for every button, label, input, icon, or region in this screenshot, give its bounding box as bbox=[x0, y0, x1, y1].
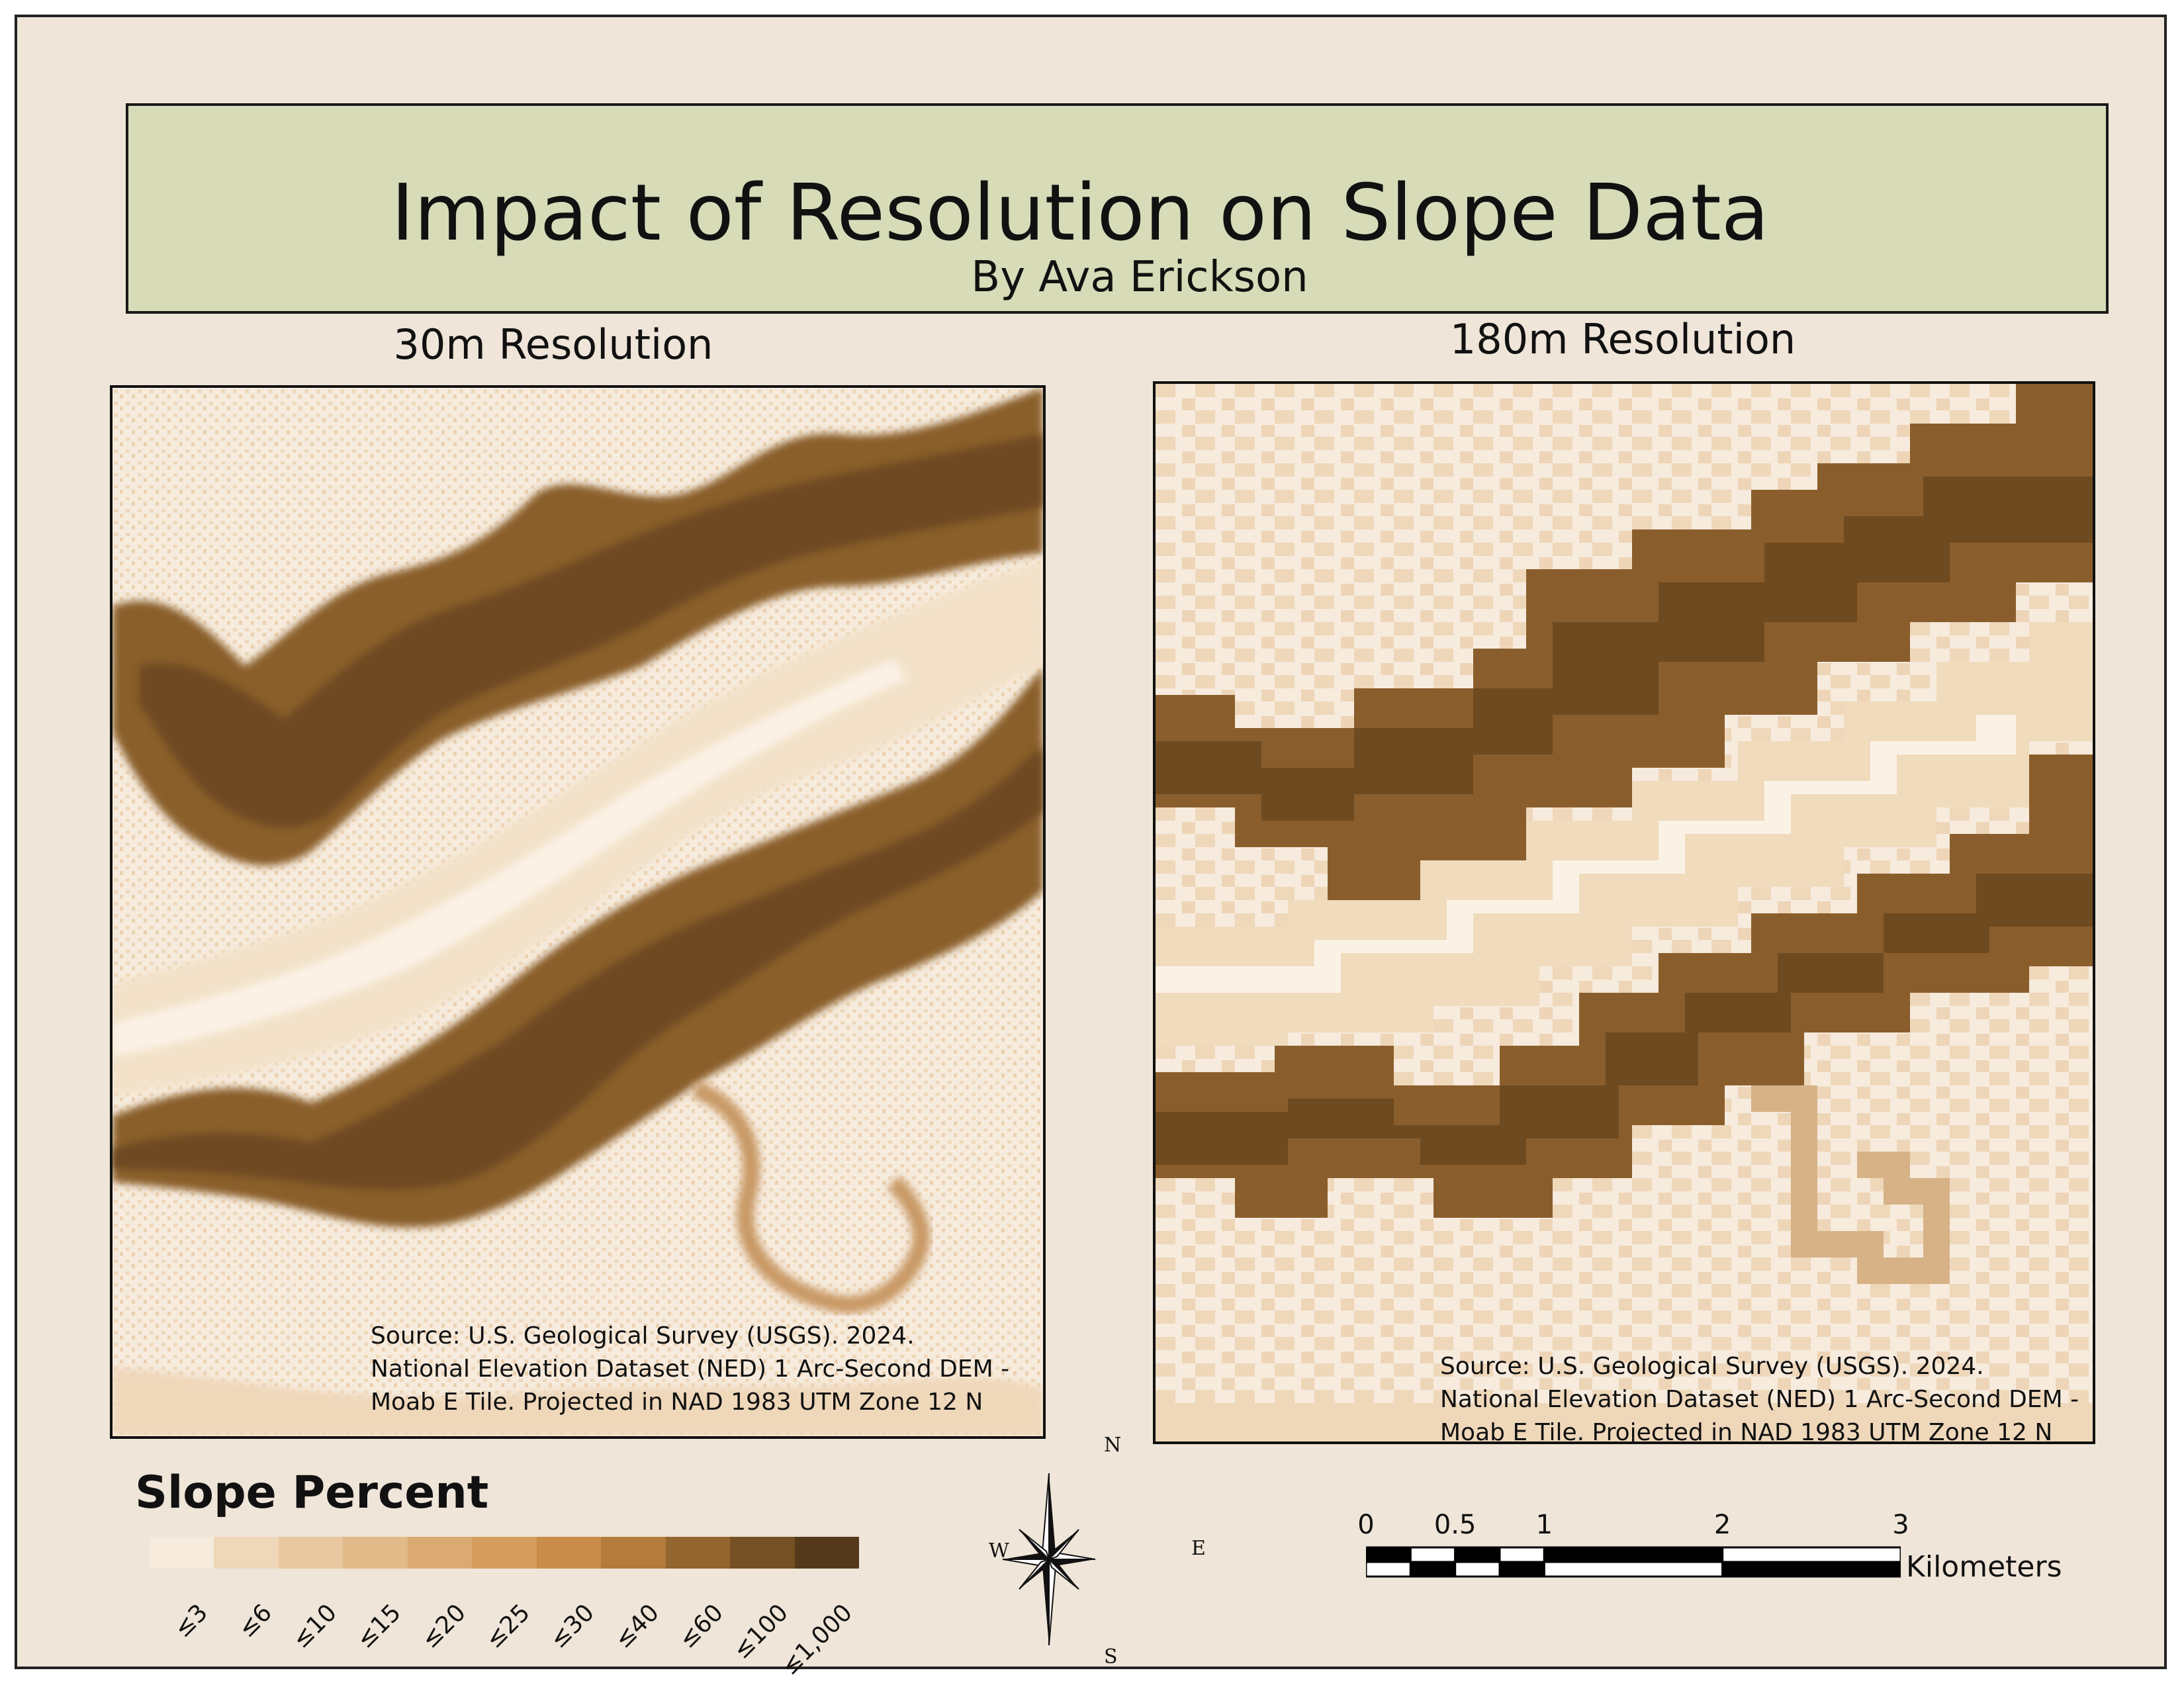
scale-segment bbox=[1498, 1561, 1545, 1578]
source-citation-180m: Source: U.S. Geological Survey (USGS). 2… bbox=[1440, 1350, 2079, 1444]
compass-west-label: W bbox=[989, 1539, 1009, 1563]
compass-east-label: E bbox=[1191, 1537, 1206, 1560]
legend-swatch bbox=[343, 1537, 408, 1569]
scale-tick-label: 1 bbox=[1535, 1510, 1553, 1540]
scale-tick-label: 3 bbox=[1892, 1510, 1909, 1540]
compass-north-label: N bbox=[1104, 1434, 1122, 1457]
scale-segment bbox=[1366, 1546, 1412, 1563]
legend-swatch bbox=[150, 1537, 214, 1569]
scale-bar-unit: Kilometers bbox=[1906, 1550, 2062, 1584]
scale-bar bbox=[1366, 1546, 1901, 1578]
source-line: National Elevation Dataset (NED) 1 Arc-S… bbox=[371, 1355, 1010, 1383]
legend-swatch bbox=[665, 1537, 731, 1569]
legend-swatch bbox=[536, 1537, 602, 1569]
legend-swatch bbox=[472, 1537, 537, 1569]
scale-segment bbox=[1543, 1546, 1724, 1563]
map-subtitle: By Ava Erickson bbox=[971, 253, 1308, 302]
panel-label-30m: 30m Resolution bbox=[393, 320, 713, 369]
scale-segment bbox=[1721, 1561, 1901, 1578]
source-line: Moab E Tile. Projected in NAD 1983 UTM Z… bbox=[1440, 1419, 2053, 1444]
slope-raster-30m bbox=[113, 388, 1043, 1436]
scale-segment bbox=[1454, 1546, 1501, 1563]
slope-map-180m: Source: U.S. Geological Survey (USGS). 2… bbox=[1153, 381, 2095, 1444]
source-citation-30m: Source: U.S. Geological Survey (USGS). 2… bbox=[371, 1320, 1009, 1419]
legend-swatch bbox=[214, 1537, 279, 1569]
legend-swatch bbox=[730, 1537, 795, 1569]
source-line: Source: U.S. Geological Survey (USGS). 2… bbox=[1440, 1353, 1984, 1380]
legend-swatch bbox=[794, 1537, 859, 1569]
scale-segment bbox=[1366, 1561, 1412, 1578]
map-layout-sheet: Impact of Resolution on Slope Data By Av… bbox=[15, 15, 2167, 1680]
scale-segment bbox=[1454, 1561, 1501, 1578]
scale-segment bbox=[1543, 1561, 1724, 1578]
source-line: Source: U.S. Geological Survey (USGS). 2… bbox=[371, 1322, 915, 1350]
scale-segment bbox=[1409, 1561, 1457, 1578]
legend-title: Slope Percent bbox=[135, 1467, 489, 1519]
legend-swatch bbox=[407, 1537, 473, 1569]
source-line: National Elevation Dataset (NED) 1 Arc-S… bbox=[1440, 1386, 2079, 1413]
scale-tick-label: 0.5 bbox=[1433, 1510, 1477, 1540]
scale-tick-label: 0 bbox=[1357, 1510, 1375, 1540]
slope-map-30m: Source: U.S. Geological Survey (USGS). 2… bbox=[110, 385, 1046, 1439]
scale-segment bbox=[1498, 1546, 1545, 1563]
compass-rose-icon bbox=[1002, 1473, 1096, 1646]
title-box: Impact of Resolution on Slope Data By Av… bbox=[126, 103, 2109, 314]
map-title: Impact of Resolution on Slope Data bbox=[390, 167, 1770, 258]
scale-tick-label: 2 bbox=[1713, 1510, 1731, 1540]
scale-segment bbox=[1721, 1546, 1901, 1563]
legend-swatch bbox=[601, 1537, 666, 1569]
source-line: Moab E Tile. Projected in NAD 1983 UTM Z… bbox=[371, 1389, 983, 1416]
legend-color-ramp bbox=[150, 1537, 859, 1569]
panel-label-180m: 180m Resolution bbox=[1449, 315, 1796, 363]
compass-south-label: S bbox=[1104, 1645, 1118, 1669]
legend-swatch bbox=[278, 1537, 343, 1569]
scale-segment bbox=[1409, 1546, 1457, 1563]
slope-raster-180m bbox=[1156, 384, 2093, 1441]
